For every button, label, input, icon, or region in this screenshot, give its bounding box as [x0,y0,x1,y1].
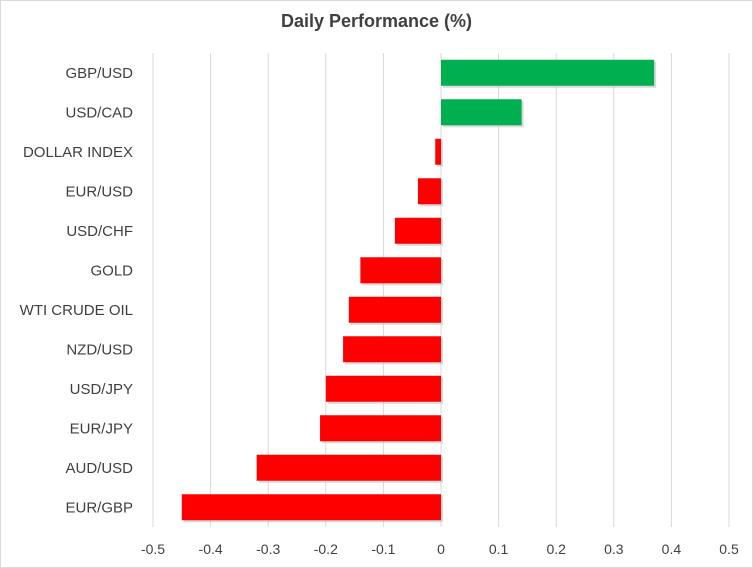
x-tick-label: 0.4 [662,541,682,557]
bar-usd-cad [441,99,522,126]
bar-eur-usd [417,178,441,205]
x-tick-label: 0.3 [604,541,624,557]
category-label: EUR/USD [65,183,133,200]
bar-dollar-index [435,138,441,165]
category-label: EUR/JPY [70,420,133,437]
category-label: USD/CAD [65,104,133,121]
category-label: GBP/USD [65,65,133,82]
category-label: DOLLAR INDEX [23,144,133,161]
category-label: AUD/USD [65,460,133,477]
x-tick-label: 0.2 [546,541,566,557]
bar-wti-crude-oil [348,296,441,323]
bar-usd-chf [394,217,441,244]
bar-gold [360,257,441,284]
category-label: USD/JPY [70,381,133,398]
x-tick-label: -0.5 [141,541,165,557]
x-tick-label: 0.1 [489,541,509,557]
bar-nzd-usd [343,336,441,363]
bar-eur-gbp [181,494,442,521]
bar-aud-usd [256,454,441,481]
chart-title: Daily Performance (%) [280,11,473,31]
category-label: USD/CHF [66,223,133,240]
bar-eur-jpy [320,415,441,442]
x-tick-label: 0 [437,541,445,557]
category-label: NZD/USD [66,341,133,358]
x-tick-label: -0.4 [199,541,223,557]
category-label: GOLD [90,262,133,279]
bar-gbp-usd [441,59,655,86]
x-tick-label: -0.1 [371,541,395,557]
x-tick-label: 0.5 [719,541,739,557]
bar-usd-jpy [325,375,441,402]
category-label: WTI CRUDE OIL [20,302,133,319]
x-tick-label: -0.2 [314,541,338,557]
x-tick-label: -0.3 [256,541,280,557]
category-label: EUR/GBP [65,499,133,516]
